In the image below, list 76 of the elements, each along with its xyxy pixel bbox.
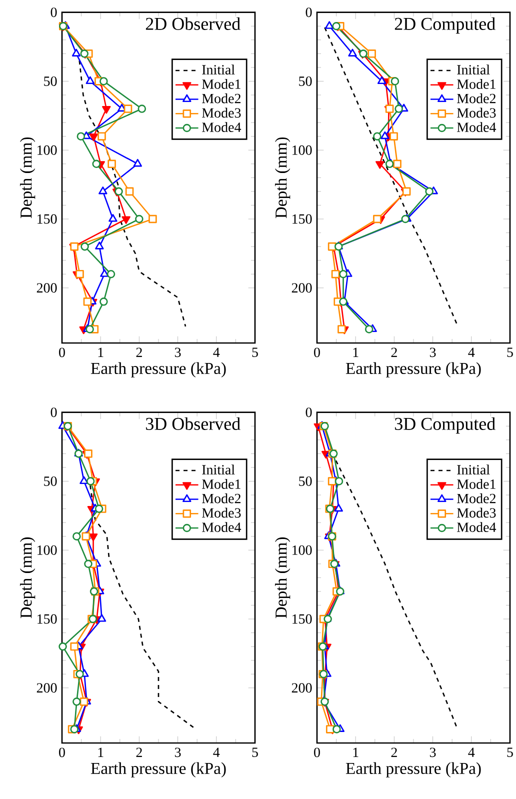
- x-tick-label: 0: [314, 748, 320, 758]
- legend-label: Initial: [457, 64, 490, 74]
- y-axis-title: Depth (mm): [20, 137, 36, 218]
- x-tick-label: 1: [98, 348, 104, 357]
- x-tick-label: 4: [468, 748, 475, 757]
- legend-label: Initial: [457, 464, 490, 474]
- legend-label: Mode1: [202, 79, 240, 89]
- x-axis-title: Earth pressure (kPa): [90, 762, 226, 778]
- legend-label: Mode1: [457, 479, 496, 489]
- y-tick-label: 100: [292, 145, 312, 155]
- legend-label: Mode4: [457, 122, 496, 132]
- y-tick-label: 0: [50, 408, 57, 418]
- y-axis-title: Depth (mm): [275, 537, 290, 618]
- legend-label: Mode2: [202, 493, 241, 504]
- x-tick-label: 3: [430, 348, 436, 358]
- x-axis-title: Earth pressure (kPa): [346, 762, 481, 778]
- x-tick-label: 4: [213, 348, 220, 357]
- x-tick-label: 2: [136, 348, 142, 357]
- y-tick-label: 50: [44, 76, 57, 86]
- y-tick-label: 100: [38, 145, 57, 155]
- legend-label: Mode4: [457, 522, 496, 532]
- x-tick-label: 2: [391, 348, 397, 357]
- legend-label: Mode3: [457, 108, 496, 118]
- y-tick-label: 100: [292, 545, 312, 555]
- y-tick-label: 100: [38, 545, 57, 555]
- chart-title: 2D Computed: [394, 17, 496, 34]
- y-tick-label: 150: [38, 614, 57, 624]
- y-tick-label: 200: [292, 683, 312, 693]
- y-tick-label: 50: [299, 76, 312, 86]
- y-tick-label: 150: [38, 214, 57, 224]
- y-tick-label: 150: [292, 614, 312, 624]
- legend-label: Mode3: [202, 108, 241, 118]
- y-tick-label: 150: [292, 214, 312, 224]
- x-tick-label: 2: [136, 748, 142, 757]
- y-tick-label: 200: [36, 683, 57, 693]
- x-tick-label: 1: [353, 348, 358, 357]
- y-axis-title: Depth (mm): [20, 537, 36, 618]
- x-tick-label: 3: [430, 748, 436, 758]
- legend-label: Initial: [202, 464, 235, 474]
- x-tick-label: 2: [391, 748, 397, 757]
- y-tick-label: 200: [36, 283, 57, 293]
- x-tick-label: 1: [98, 748, 104, 757]
- y-tick-label: 50: [299, 476, 312, 486]
- chart-title: 3D Observed: [146, 417, 240, 430]
- x-tick-label: 0: [59, 348, 65, 358]
- x-tick-label: 5: [252, 348, 258, 358]
- legend-label: Mode2: [202, 93, 241, 104]
- y-tick-label: 0: [306, 8, 312, 18]
- x-tick-label: 5: [507, 748, 513, 758]
- y-axis-title: Depth (mm): [275, 137, 290, 218]
- x-tick-label: 4: [468, 348, 475, 357]
- x-tick-label: 4: [213, 748, 220, 757]
- legend-label: Mode3: [202, 508, 241, 518]
- legend-label: Mode2: [457, 493, 496, 504]
- x-tick-label: 5: [507, 348, 513, 358]
- legend-label: Mode2: [457, 93, 496, 104]
- x-tick-label: 0: [59, 748, 65, 758]
- x-axis-title: Earth pressure (kPa): [346, 362, 481, 378]
- legend-label: Initial: [202, 64, 235, 74]
- chart-title: 3D Computed: [394, 417, 496, 434]
- y-tick-label: 0: [306, 408, 312, 418]
- y-tick-label: 50: [44, 476, 57, 486]
- legend-label: Mode1: [457, 79, 496, 89]
- legend-label: Mode3: [457, 508, 496, 518]
- x-tick-label: 5: [252, 748, 258, 758]
- chart-title: 2D Observed: [146, 17, 240, 30]
- y-tick-label: 200: [292, 283, 312, 293]
- x-tick-label: 3: [174, 748, 181, 758]
- x-axis-title: Earth pressure (kPa): [90, 362, 226, 378]
- legend-label: Mode4: [202, 122, 242, 132]
- x-tick-label: 3: [174, 348, 181, 358]
- legend-label: Mode4: [202, 522, 242, 532]
- x-tick-label: 1: [353, 748, 358, 757]
- x-tick-label: 0: [314, 348, 320, 358]
- legend-label: Mode1: [202, 479, 240, 489]
- y-tick-label: 0: [50, 8, 57, 18]
